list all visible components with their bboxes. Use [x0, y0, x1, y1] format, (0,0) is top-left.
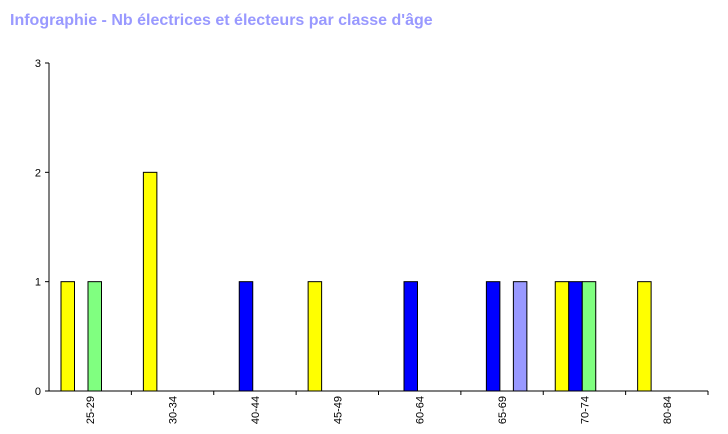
x-tick-label: 70-74	[579, 396, 591, 424]
x-ticks: 25-29 30-34 40-44 45-49 60-64 65-69 70-74 80-84	[85, 391, 709, 424]
bar	[581, 281, 597, 392]
x-tick-label: 60-64	[415, 396, 427, 424]
y-tick-label: 3	[35, 58, 41, 70]
bar	[238, 281, 254, 392]
bar	[403, 281, 418, 392]
y-tick-label: 0	[35, 386, 41, 398]
x-tick-label: 80-84	[662, 396, 674, 424]
bar	[485, 281, 501, 392]
x-tick-label: 25-29	[85, 396, 97, 424]
bars-layer	[60, 171, 652, 392]
y-ticks: 0 1 2 3	[35, 58, 49, 398]
bar	[637, 281, 652, 392]
bar	[512, 281, 528, 392]
bar	[568, 281, 583, 392]
bar	[142, 171, 158, 392]
bar	[307, 281, 323, 392]
bar	[60, 281, 75, 392]
x-tick-label: 45-49	[332, 396, 344, 424]
y-tick-label: 2	[35, 167, 41, 179]
chart-title: Infographie - Nb électrices et électeurs…	[10, 12, 433, 29]
bar	[554, 281, 570, 392]
x-tick-label: 65-69	[497, 396, 509, 424]
bar	[87, 281, 102, 392]
x-tick-label: 30-34	[168, 396, 180, 424]
x-tick-label: 40-44	[250, 396, 262, 424]
y-tick-label: 1	[35, 277, 41, 289]
